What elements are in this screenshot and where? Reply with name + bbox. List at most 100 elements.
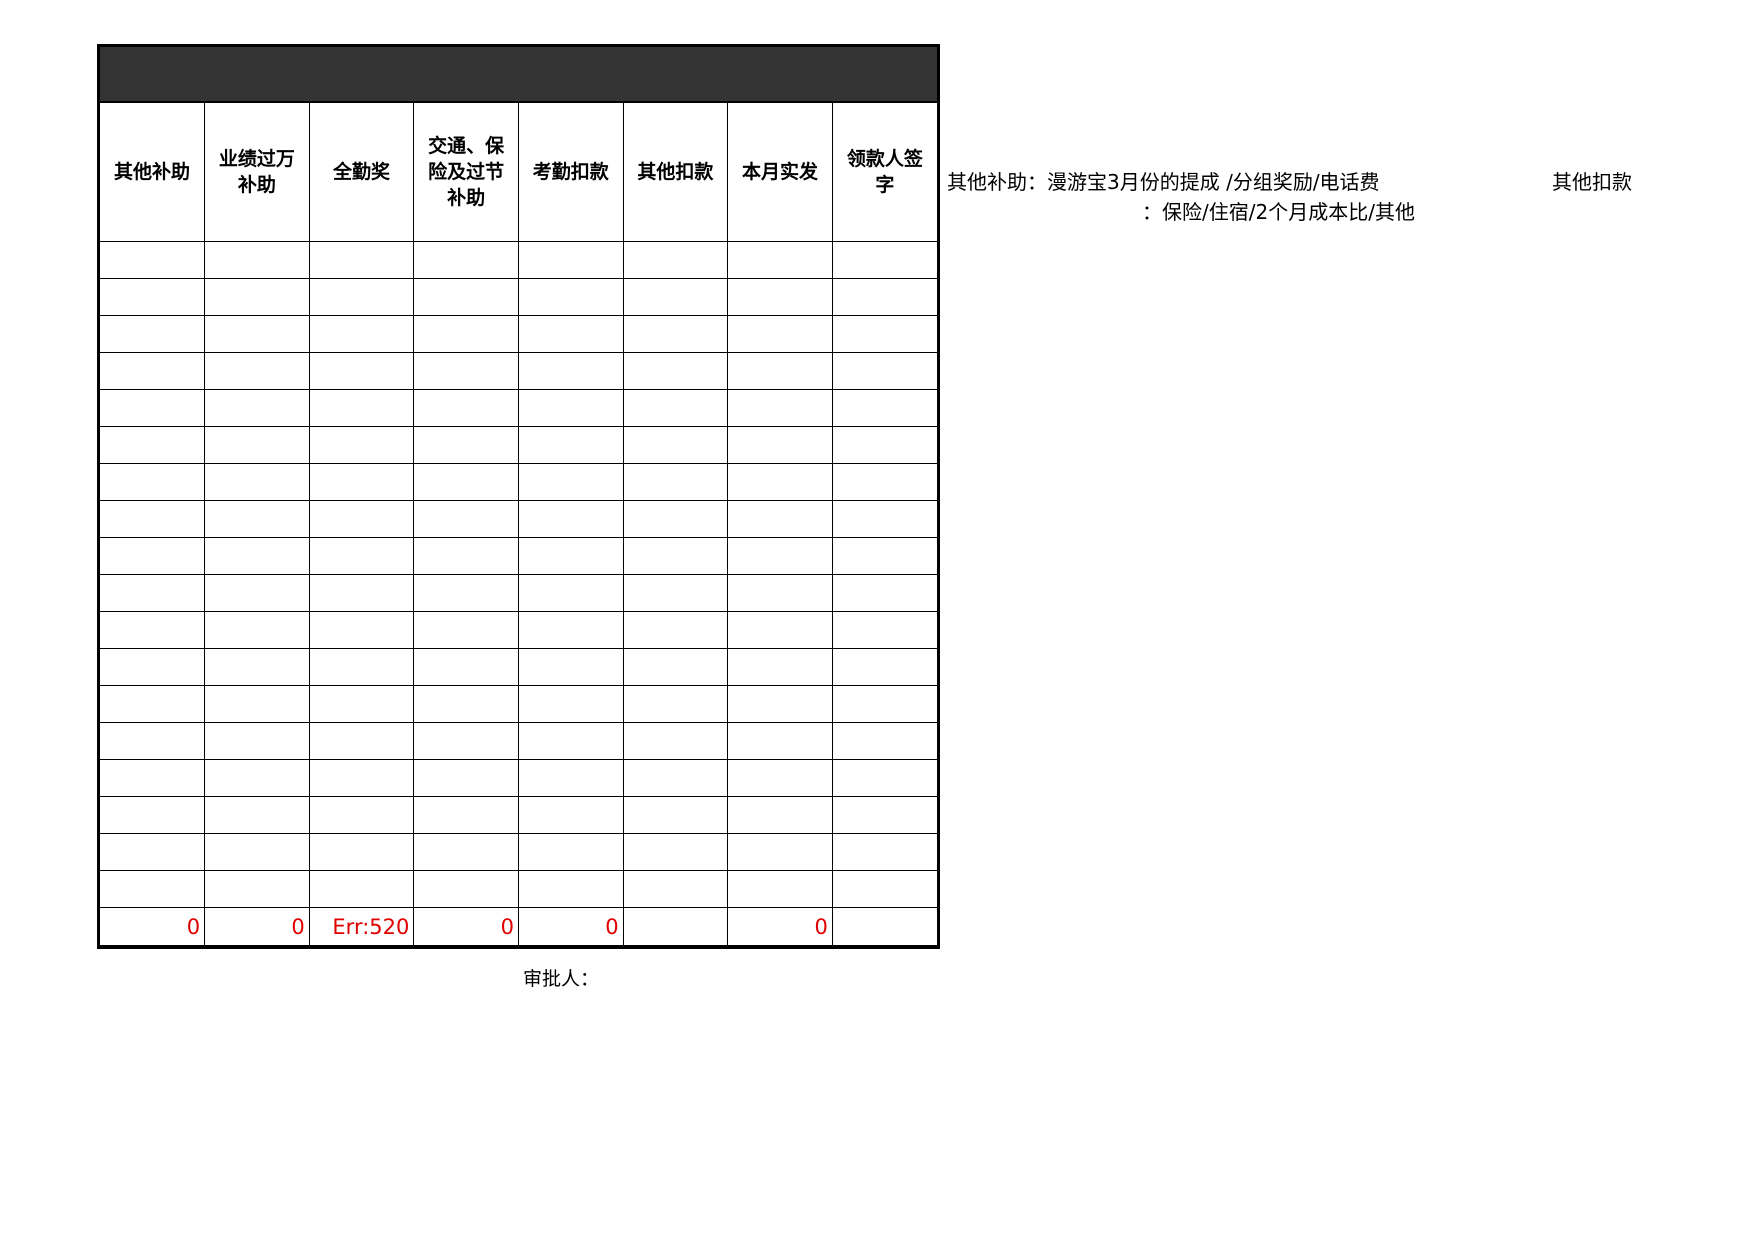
table-cell[interactable] <box>622 315 729 353</box>
table-cell[interactable] <box>308 315 415 353</box>
table-cell[interactable] <box>100 500 206 538</box>
table-cell[interactable] <box>831 315 937 353</box>
table-cell[interactable] <box>413 833 519 871</box>
table-cell[interactable] <box>622 759 729 797</box>
table-cell[interactable] <box>308 426 415 464</box>
table-cell[interactable] <box>413 389 519 427</box>
table-cell[interactable] <box>413 500 519 538</box>
table-cell[interactable] <box>100 463 206 501</box>
table-cell[interactable] <box>518 315 624 353</box>
table-cell[interactable] <box>204 315 310 353</box>
total-cell[interactable]: Err:520 <box>308 907 415 945</box>
table-cell[interactable] <box>518 648 624 686</box>
table-cell[interactable] <box>622 241 729 279</box>
table-cell[interactable] <box>831 500 937 538</box>
table-cell[interactable] <box>100 389 206 427</box>
table-cell[interactable] <box>518 574 624 612</box>
table-cell[interactable] <box>308 463 415 501</box>
table-cell[interactable] <box>727 500 833 538</box>
table-cell[interactable] <box>204 352 310 390</box>
table-cell[interactable] <box>308 278 415 316</box>
table-cell[interactable] <box>727 389 833 427</box>
table-cell[interactable] <box>518 352 624 390</box>
table-cell[interactable] <box>518 870 624 908</box>
table-cell[interactable] <box>308 796 415 834</box>
table-cell[interactable] <box>204 648 310 686</box>
total-cell[interactable] <box>622 907 729 945</box>
table-cell[interactable] <box>622 537 729 575</box>
table-cell[interactable] <box>204 426 310 464</box>
table-cell[interactable] <box>518 241 624 279</box>
table-cell[interactable] <box>308 352 415 390</box>
table-cell[interactable] <box>727 759 833 797</box>
table-cell[interactable] <box>308 833 415 871</box>
table-cell[interactable] <box>831 278 937 316</box>
table-cell[interactable] <box>204 796 310 834</box>
table-cell[interactable] <box>622 648 729 686</box>
table-cell[interactable] <box>100 796 206 834</box>
table-cell[interactable] <box>727 833 833 871</box>
table-cell[interactable] <box>100 648 206 686</box>
table-cell[interactable] <box>622 870 729 908</box>
table-cell[interactable] <box>831 833 937 871</box>
table-cell[interactable] <box>204 463 310 501</box>
table-cell[interactable] <box>413 426 519 464</box>
table-cell[interactable] <box>100 759 206 797</box>
table-cell[interactable] <box>100 833 206 871</box>
table-cell[interactable] <box>204 574 310 612</box>
table-cell[interactable] <box>100 611 206 649</box>
table-cell[interactable] <box>831 796 937 834</box>
table-cell[interactable] <box>204 500 310 538</box>
table-cell[interactable] <box>413 537 519 575</box>
table-cell[interactable] <box>308 611 415 649</box>
table-cell[interactable] <box>413 278 519 316</box>
table-cell[interactable] <box>727 537 833 575</box>
table-cell[interactable] <box>622 611 729 649</box>
table-cell[interactable] <box>308 722 415 760</box>
table-cell[interactable] <box>518 722 624 760</box>
table-cell[interactable] <box>413 870 519 908</box>
table-cell[interactable] <box>727 315 833 353</box>
table-cell[interactable] <box>100 426 206 464</box>
total-cell[interactable]: 0 <box>518 907 624 945</box>
table-cell[interactable] <box>831 426 937 464</box>
table-cell[interactable] <box>413 315 519 353</box>
total-cell[interactable]: 0 <box>100 907 206 945</box>
table-cell[interactable] <box>204 722 310 760</box>
table-cell[interactable] <box>100 352 206 390</box>
table-cell[interactable] <box>622 463 729 501</box>
table-cell[interactable] <box>308 574 415 612</box>
table-cell[interactable] <box>204 389 310 427</box>
table-cell[interactable] <box>622 278 729 316</box>
table-cell[interactable] <box>100 574 206 612</box>
table-cell[interactable] <box>204 685 310 723</box>
table-cell[interactable] <box>831 870 937 908</box>
table-cell[interactable] <box>727 426 833 464</box>
table-cell[interactable] <box>518 537 624 575</box>
table-cell[interactable] <box>831 463 937 501</box>
table-cell[interactable] <box>622 426 729 464</box>
table-cell[interactable] <box>413 759 519 797</box>
table-cell[interactable] <box>831 648 937 686</box>
table-cell[interactable] <box>308 648 415 686</box>
table-cell[interactable] <box>204 537 310 575</box>
table-cell[interactable] <box>308 759 415 797</box>
table-cell[interactable] <box>831 389 937 427</box>
table-cell[interactable] <box>413 648 519 686</box>
table-cell[interactable] <box>308 389 415 427</box>
table-cell[interactable] <box>727 574 833 612</box>
table-cell[interactable] <box>831 685 937 723</box>
table-cell[interactable] <box>100 241 206 279</box>
table-cell[interactable] <box>204 833 310 871</box>
table-cell[interactable] <box>518 833 624 871</box>
table-cell[interactable] <box>831 611 937 649</box>
table-cell[interactable] <box>518 500 624 538</box>
table-cell[interactable] <box>100 722 206 760</box>
table-cell[interactable] <box>518 278 624 316</box>
table-cell[interactable] <box>518 611 624 649</box>
table-cell[interactable] <box>413 611 519 649</box>
table-cell[interactable] <box>622 389 729 427</box>
table-cell[interactable] <box>413 463 519 501</box>
table-cell[interactable] <box>727 796 833 834</box>
table-cell[interactable] <box>413 796 519 834</box>
